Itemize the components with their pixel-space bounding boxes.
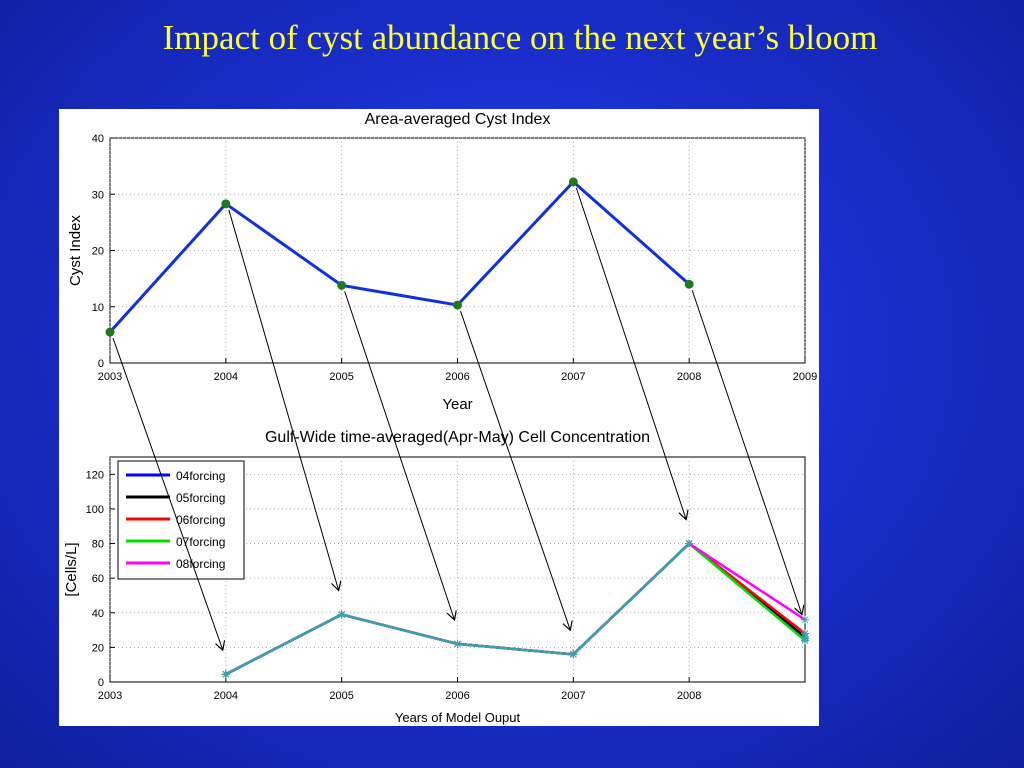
data-point-marker — [801, 615, 809, 624]
data-point — [105, 327, 115, 337]
x-tick-label: 2005 — [329, 690, 353, 702]
x-tick-label: 2003 — [98, 371, 122, 383]
chart-figure: 2003 2004 2005 2006 2007 2008 2009 0 10 20 30 40 Are… — [63, 111, 817, 725]
annotation-arrow — [112, 337, 223, 650]
annotation-arrow — [344, 291, 455, 620]
cell-concentration-chart: 2003 2004 2005 2006 2007 2008 0 20 40 60 80 100 120 G… — [63, 429, 809, 725]
slide-title: Impact of cyst abundance on the next yea… — [162, 18, 878, 57]
cyst-index-line — [108, 179, 691, 334]
annotation-arrow — [228, 209, 339, 591]
data-point-marker — [801, 629, 809, 638]
overlay-line — [225, 542, 691, 676]
x-tick-label: 2008 — [677, 690, 701, 702]
legend-entry: 08forcing — [176, 557, 225, 571]
cyst-index-chart: 2003 2004 2005 2006 2007 2008 2009 0 10 20 30 40 Are… — [67, 111, 817, 413]
y-tick-label: 60 — [92, 573, 104, 585]
y-tick-label: 40 — [92, 608, 104, 620]
x-tick-label: 2004 — [214, 690, 238, 702]
data-point — [337, 280, 347, 290]
x-axis-label: Years of Model Ouput — [395, 710, 521, 725]
figure-panel: 2003 2004 2005 2006 2007 2008 2009 0 10 20 30 40 Are… — [59, 109, 819, 726]
x-tick-label: 2006 — [445, 690, 469, 702]
data-point — [221, 199, 231, 209]
annotation-arrow — [691, 290, 802, 614]
x-tick-label: 2008 — [677, 371, 701, 383]
annotation-arrows — [112, 187, 802, 650]
legend-entry: 07forcing — [176, 535, 225, 549]
data-point-marker — [685, 539, 694, 548]
data-point — [568, 177, 578, 187]
y-tick-label: 40 — [92, 133, 104, 145]
x-tick-label: 2003 — [98, 690, 122, 702]
chart-title: Gulf-Wide time-averaged(Apr-May) Cell Co… — [265, 429, 650, 446]
annotation-arrow — [575, 187, 686, 520]
annotation-arrow — [460, 310, 571, 630]
legend: 04forcing 05forcing 06forcing 07forcing 08fo… — [117, 460, 245, 580]
data-point-marker — [221, 670, 230, 679]
legend-entry: 04forcing — [176, 469, 225, 483]
x-tick-label: 2009 — [793, 371, 817, 383]
x-tick-label: 2004 — [214, 371, 238, 383]
x-axis-label: Year — [442, 396, 472, 413]
y-axis-label: [Cells/L] — [63, 542, 80, 596]
y-tick-label: 100 — [86, 504, 104, 516]
y-axis-label: Cyst Index — [67, 215, 84, 286]
legend-entry: 05forcing — [176, 491, 225, 505]
y-tick-label: 120 — [86, 469, 104, 481]
data-point — [684, 279, 694, 289]
y-tick-label: 0 — [98, 677, 104, 689]
chart-title: Area-averaged Cyst Index — [365, 111, 551, 128]
x-tick-label: 2006 — [445, 371, 469, 383]
x-tick-label: 2005 — [329, 371, 353, 383]
y-tick-label: 80 — [92, 539, 104, 551]
data-point — [453, 300, 462, 310]
legend-entry: 06forcing — [176, 513, 225, 527]
y-tick-label: 10 — [92, 302, 104, 314]
y-tick-label: 30 — [92, 189, 104, 201]
x-tick-label: 2007 — [561, 371, 585, 383]
x-tick-label: 2007 — [561, 690, 585, 702]
y-tick-label: 0 — [98, 358, 104, 370]
y-tick-label: 20 — [92, 246, 104, 258]
y-tick-label: 20 — [92, 642, 104, 654]
data-point-marker — [801, 636, 809, 645]
